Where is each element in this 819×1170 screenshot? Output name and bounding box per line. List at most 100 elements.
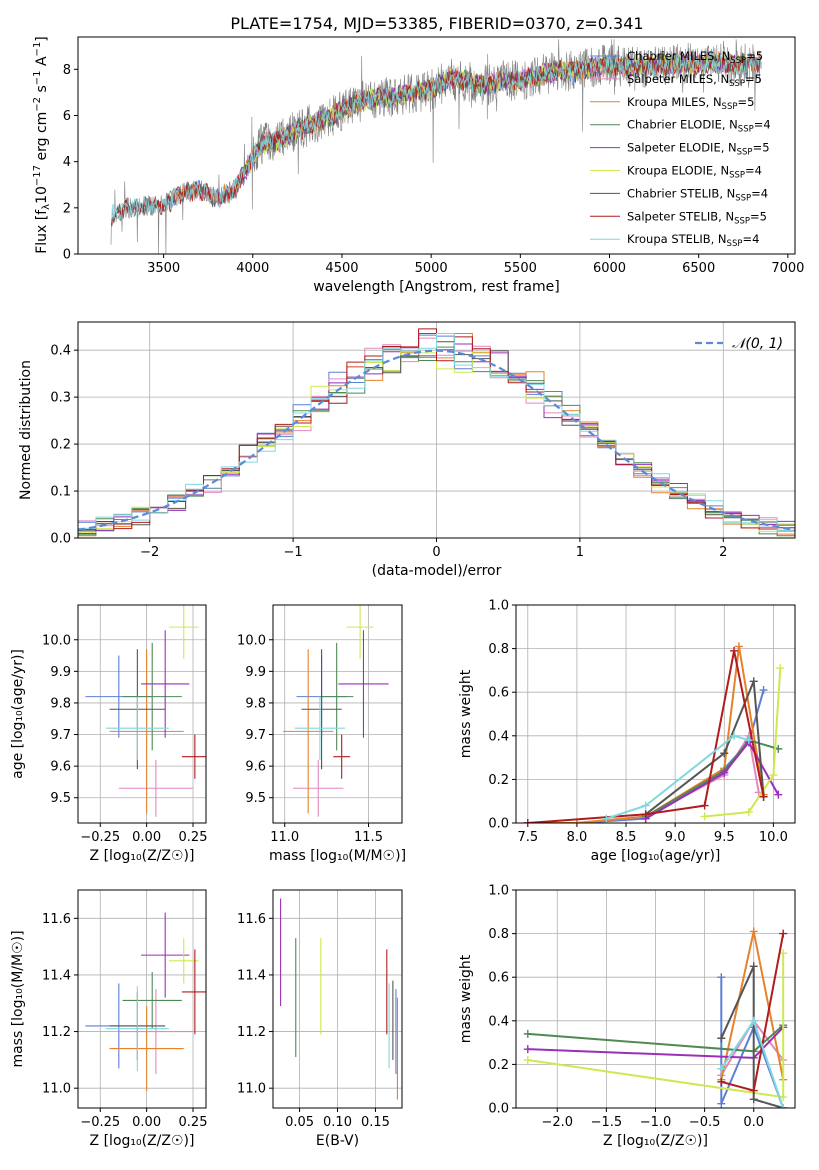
plot-area — [85, 605, 206, 817]
plot-area — [110, 39, 762, 254]
y-axis-label-part: Flux [f — [34, 209, 50, 254]
legend-label-tail: =5 — [750, 209, 767, 223]
x-tick-label: 6000 — [593, 261, 626, 276]
plot-area — [523, 642, 785, 823]
model-spectrum-kroupa_stelib — [111, 52, 762, 223]
weight-marker-salpeter_stelib — [523, 819, 532, 823]
legend-label-sub: SSP — [729, 171, 745, 181]
axes-frame — [77, 321, 796, 539]
y-axis-label-part: −17 — [32, 165, 43, 186]
legend-label-sub: SSP — [730, 56, 746, 66]
weight-marker-salpeter_stelib — [717, 1077, 726, 1086]
weight-line-salpeter_elodie — [645, 740, 780, 820]
x-tick-label: 9.0 — [665, 830, 686, 845]
y-axis-label: Flux [fλ10−17 erg cm−2 s−1 A−1] — [32, 36, 52, 254]
x-axis-label: Z [log₁₀(Z/Z☉)] — [603, 1133, 708, 1149]
y-tick-label: 9.9 — [245, 665, 266, 680]
plot-area — [523, 927, 788, 1108]
x-tick-label: 3500 — [147, 261, 180, 276]
axes-frame — [77, 36, 796, 255]
weight-marker-salpeter_stelib — [749, 1086, 758, 1095]
axes-frame — [77, 889, 207, 1109]
weight-marker-kroupa_stelib — [744, 736, 753, 745]
plot-area — [85, 912, 206, 1092]
weight-marker-chabrier_stelib — [749, 677, 758, 686]
plot-area — [78, 328, 795, 537]
y-tick-label: 11.6 — [42, 912, 71, 927]
x-tick-label: −1.5 — [591, 1115, 623, 1130]
y-tick-label: 0.3 — [50, 391, 71, 406]
y-tick-label: 9.7 — [50, 728, 71, 743]
plot-area — [283, 605, 389, 817]
y-axis-label: mass [log₁₀(M/M☉)] — [10, 930, 26, 1067]
y-tick-label: 2 — [63, 201, 71, 216]
y-tick-label: 11.2 — [237, 1025, 266, 1040]
legend-label-salpeter_elodie: Salpeter ELODIE, NSSP=5 — [627, 141, 770, 158]
y-axis-label: mass weight — [458, 954, 474, 1043]
axes-frame — [272, 889, 403, 1109]
legend-label-tail: =4 — [754, 118, 771, 132]
x-axis-label: mass [log₁₀(M/M☉)] — [269, 848, 406, 864]
y-tick-label: 0.6 — [488, 971, 509, 986]
weight-marker-kroupa_stelib — [779, 1104, 788, 1108]
legend-label-sub: SSP — [722, 102, 738, 112]
legend-label-text: Salpeter STELIB, N — [627, 209, 734, 223]
weight-line-kroupa_elodie — [704, 668, 782, 818]
y-tick-label: 10.0 — [42, 633, 71, 648]
y-tick-label: 4 — [63, 155, 71, 170]
x-tick-label: 0.0 — [743, 1115, 764, 1130]
legend-label-salpeter_miles: Salpeter MILES, NSSP=5 — [627, 72, 762, 89]
weight-marker-salpeter_elodie — [720, 768, 729, 777]
legend-label-kroupa_miles: Kroupa MILES, NSSP=5 — [627, 95, 754, 112]
weight-line-salpeter_stelib — [721, 933, 785, 1092]
x-tick-label: −1.0 — [640, 1115, 672, 1130]
y-tick-label: 11.0 — [237, 1082, 266, 1097]
legend-label-kroupa_elodie: Kroupa ELODIE, NSSP=4 — [627, 164, 762, 181]
y-axis-label-part: ] — [34, 36, 50, 41]
weight-line-chabrier_stelib — [645, 680, 765, 816]
x-tick-label: 9.5 — [714, 830, 735, 845]
x-axis-label: age [log₁₀(age/yr)] — [591, 848, 721, 864]
x-axis-label: wavelength [Angstrom, rest frame] — [313, 279, 559, 295]
legend-label-kroupa_stelib: Kroupa STELIB, NSSP=4 — [627, 232, 759, 249]
legend-label-tail: =4 — [742, 232, 759, 246]
y-tick-label: 6 — [63, 109, 71, 124]
y-tick-label: 0.0 — [488, 1102, 509, 1117]
y-tick-label: 9.7 — [245, 728, 266, 743]
y-tick-label: 9.8 — [50, 696, 71, 711]
panel-age_vs_mass: 11.0 11.5 9.5 9.6 9.7 9.8 9.9 10.0 mass [log₁₀(M… — [237, 604, 406, 864]
legend-label-text: Chabrier ELODIE, N — [627, 118, 738, 132]
y-axis-label-part: s — [34, 85, 50, 97]
axes-frame — [272, 604, 403, 824]
legend-label-text: Salpeter MILES, N — [627, 72, 729, 86]
weight-marker-chabrier_miles — [717, 1099, 726, 1108]
legend-label-text: Chabrier MILES, N — [627, 49, 730, 63]
weight-marker-salpeter_elodie — [774, 790, 783, 799]
y-tick-label: 9.6 — [50, 760, 71, 775]
weight-marker-chabrier_miles — [759, 686, 768, 695]
weight-marker-chabrier_stelib — [717, 1034, 726, 1043]
legend-label-tail: =5 — [746, 49, 763, 63]
panel-residuals: −2 −1 0 1 2 0.0 0.1 0.2 0.3 0.4 (data-model)/error… — [18, 321, 796, 579]
y-axis-label-part: −2 — [32, 97, 43, 112]
x-tick-label: 0.10 — [323, 1115, 352, 1130]
panel-spectrum: 3500 4000 4500 5000 5500 6000 6500 7000 0 2 4 6 8 wav… — [32, 36, 804, 295]
x-tick-label: 0.25 — [179, 1115, 208, 1130]
legend-label-sub: SSP — [729, 79, 745, 89]
y-axis-label-part: λ — [41, 204, 52, 210]
x-tick-label: −2.0 — [541, 1115, 573, 1130]
x-tick-label: −0.25 — [80, 1115, 120, 1130]
weight-marker-chabrier_miles — [717, 973, 726, 982]
y-tick-label: 0.6 — [488, 686, 509, 701]
x-tick-label: 2 — [719, 545, 727, 560]
weight-marker-salpeter_stelib — [641, 810, 650, 819]
y-tick-label: 0.0 — [50, 532, 71, 547]
legend-label-sub: SSP — [737, 148, 753, 158]
y-tick-label: 11.6 — [237, 912, 266, 927]
y-tick-label: 0.2 — [488, 773, 509, 788]
legend-label-tail: =4 — [751, 186, 768, 200]
panel-mass_vs_z: −0.25 0.00 0.25 11.0 11.2 11.4 11.6 Z [log₁₀(Z/… — [10, 889, 208, 1149]
y-tick-label: 9.9 — [50, 665, 71, 680]
y-tick-label: 11.4 — [42, 968, 71, 983]
